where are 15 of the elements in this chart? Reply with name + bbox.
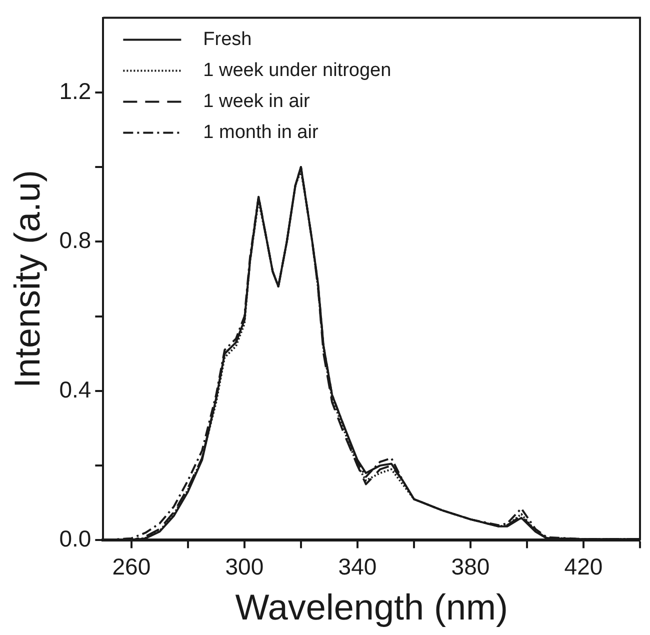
x-tick-label: 340 [338, 553, 377, 580]
y-tick-label: 0.4 [59, 376, 92, 402]
x-axis-title: Wavelength (nm) [235, 586, 508, 628]
y-tick-label: 0.0 [59, 526, 92, 552]
y-axis-title: Intensity (a.u) [6, 170, 48, 388]
legend-label: 1 week in air [203, 91, 311, 112]
legend-label: Fresh [203, 29, 252, 50]
legend-label: 1 month in air [203, 122, 319, 144]
y-tick-label: 1.2 [59, 78, 92, 104]
x-tick-label: 380 [451, 553, 490, 580]
x-tick-label: 300 [225, 553, 264, 580]
y-tick-label: 0.8 [59, 227, 92, 254]
legend-label: 1 week under nitrogen [203, 60, 392, 82]
x-tick-label: 420 [564, 553, 603, 580]
x-tick-label: 260 [112, 553, 151, 580]
